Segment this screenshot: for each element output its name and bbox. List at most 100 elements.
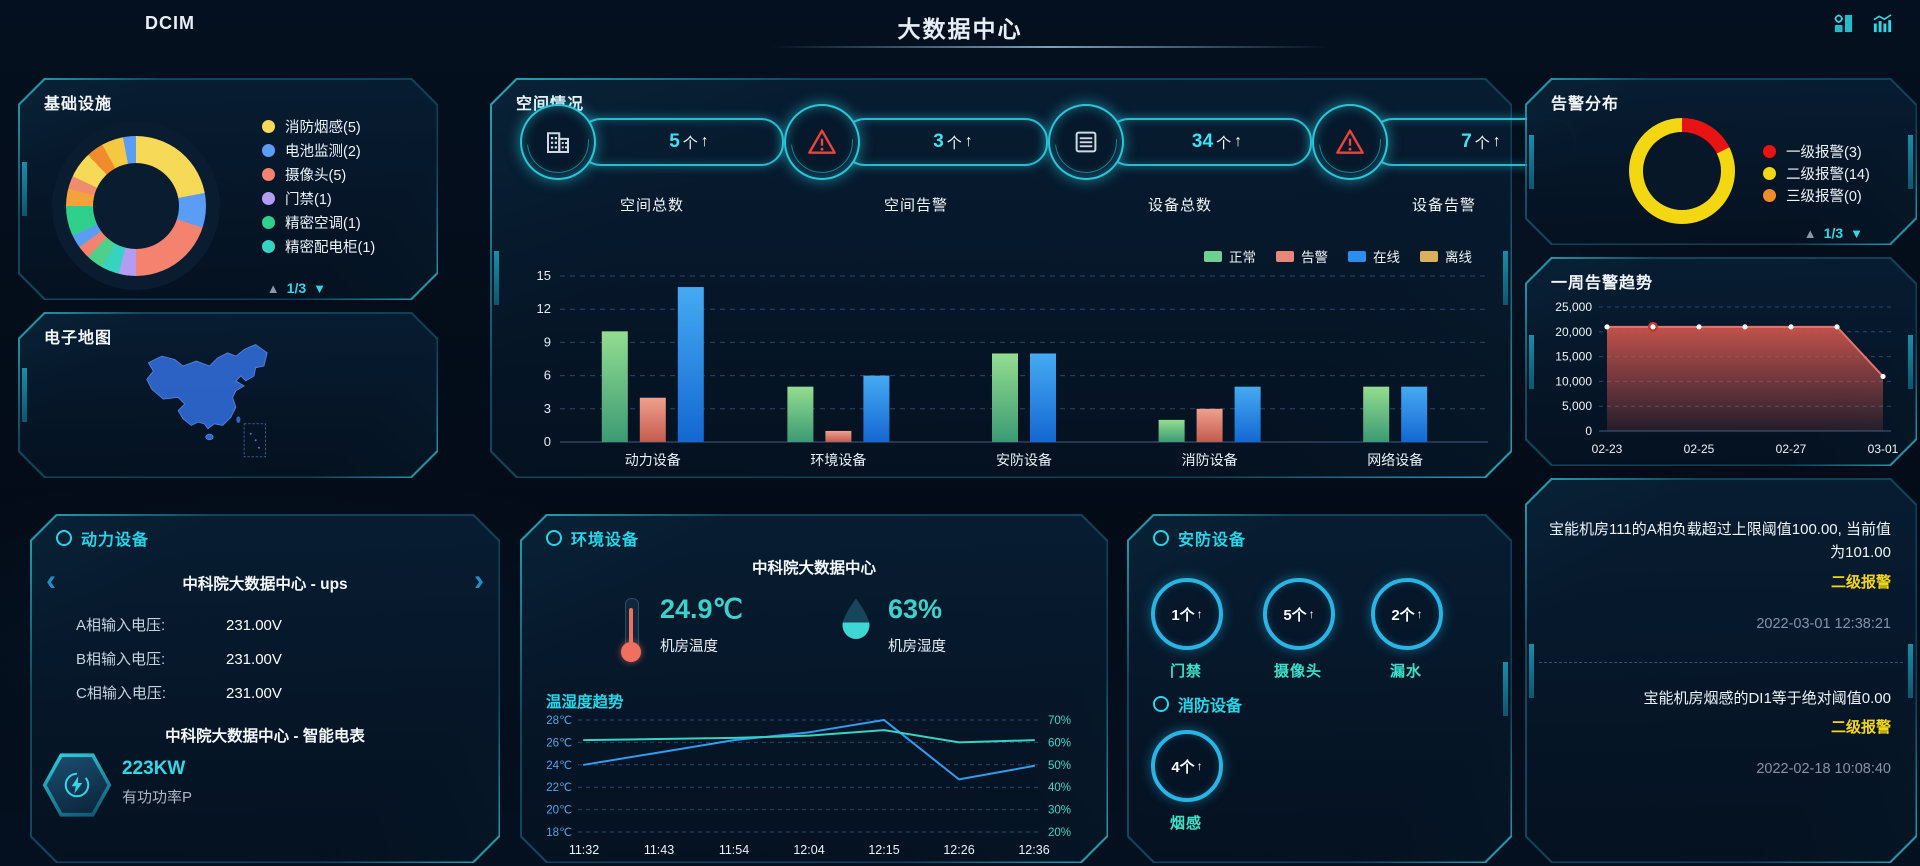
panel-security-fire: 安防设备 1个 ↑ 门禁 5个 ↑ 摄像头 2个 ↑ 漏水 消防设备 4个 ↑ 烟感 — [1127, 514, 1512, 863]
temperature-gauge: 24.9℃ 机房温度 — [616, 596, 743, 662]
water-drop-icon — [842, 598, 870, 639]
active-power-label: 有功功率P — [122, 789, 193, 806]
legend-dot — [262, 191, 275, 205]
alarm-distribution-legend: 一级报警(3) 二级报警(14) 三级报警(0) — [1763, 140, 1870, 206]
legend-item[interactable]: 一级报警(3) — [1763, 140, 1870, 162]
device-name-primary: 中科院大数据中心 - ups — [182, 576, 348, 593]
panel-edge-accent — [1529, 643, 1534, 698]
ring-icon — [56, 530, 72, 546]
china-map[interactable] — [106, 338, 336, 470]
security-title: 安防设备 — [1153, 526, 1246, 550]
svg-text:12:04: 12:04 — [793, 843, 824, 857]
alarm-trend-area-chart: 25,000 20,000 15,000 10,000 5,000 0 02-23 02-25… — [1537, 293, 1905, 466]
svg-text:22℃: 22℃ — [546, 782, 572, 794]
humidity-label: 机房湿度 — [888, 639, 946, 655]
carousel-next-icon[interactable]: › — [474, 564, 484, 597]
svg-text:50%: 50% — [1048, 760, 1071, 772]
alarm-timestamp: 2022-03-01 12:38:21 — [1756, 615, 1891, 632]
alarm-level-badge: 二级报警 — [1830, 718, 1891, 736]
power-hexagon-badge — [42, 753, 112, 817]
metric-row: B相输入电压: 231.00V — [76, 651, 282, 668]
legend-item[interactable]: 告警 — [1276, 246, 1328, 266]
security-stat-label: 门禁 — [1169, 663, 1202, 680]
panel-environment: 环境设备 中科院大数据中心 24.9℃ 机房温度 63% 机房湿度 温湿度趋势 … — [520, 514, 1108, 863]
alarm-message-item[interactable]: 宝能机房烟感的DI1等于绝对阈值0.00 二级报警 2022-02-18 10:… — [1525, 663, 1917, 777]
legend-item[interactable]: 电池监测(2) — [262, 138, 375, 162]
svg-text:15,000: 15,000 — [1555, 350, 1592, 364]
stat-label: 空间告警 — [883, 197, 948, 214]
legend-dot — [262, 143, 275, 157]
svg-text:网络设备: 网络设备 — [1367, 452, 1423, 468]
security-stat-door: 1个 ↑ — [1151, 578, 1223, 650]
panel-power-devices: 动力设备 ‹ › 中科院大数据中心 - ups A相输入电压: 231.00V B… — [30, 514, 500, 863]
humidity-gauge: 63% 机房湿度 — [838, 596, 946, 656]
humidity-value: 63% — [888, 594, 943, 624]
svg-text:40%: 40% — [1048, 782, 1071, 794]
up-arrow-icon: ↑ — [1308, 607, 1315, 621]
page-up-icon[interactable]: ▲ — [266, 280, 280, 296]
svg-text:12: 12 — [537, 301, 551, 316]
panel-edge-accent — [494, 251, 499, 305]
panel-alarm-distribution: 告警分布 一级报警(3) 二级报警(14) 三级报警(0) ▲ 1/3 ▼ — [1525, 78, 1917, 245]
legend-item[interactable]: 离线 — [1420, 246, 1472, 266]
alarm-distribution-donut-chart — [1629, 118, 1735, 224]
svg-text:环境设备: 环境设备 — [810, 452, 866, 468]
panel-edge-accent — [1529, 334, 1534, 389]
page-indicator: 1/3 — [1823, 225, 1844, 241]
svg-text:20℃: 20℃ — [546, 805, 572, 817]
svg-text:24℃: 24℃ — [546, 760, 572, 772]
stat-space-total: 5 个 ↑ 空间总数 — [520, 104, 784, 215]
fire-stat-label: 烟感 — [1169, 815, 1202, 832]
svg-text:03-01: 03-01 — [1868, 442, 1899, 456]
power-title: 动力设备 — [56, 526, 149, 550]
legend-item[interactable]: 二级报警(14) — [1763, 162, 1870, 184]
svg-text:70%: 70% — [1048, 715, 1071, 727]
metric-row: A相输入电压: 231.00V — [76, 617, 282, 634]
legend-item[interactable]: 消防烟感(5) — [262, 114, 375, 138]
legend-dot — [262, 239, 275, 253]
panel-alarm-trend: 一周告警趋势 25,000 20,000 15,000 10,000 5,000 0 02-… — [1525, 257, 1917, 466]
space-stats-row: 5 个 ↑ 空间总数 3 个 ↑ — [520, 104, 1576, 215]
legend-item[interactable]: 在线 — [1348, 246, 1400, 266]
alarm-level-badge: 二级报警 — [1830, 573, 1891, 591]
warning-triangle-icon — [784, 104, 860, 180]
page-down-icon[interactable]: ▼ — [313, 280, 326, 296]
legend-item[interactable]: 精密空调(1) — [262, 210, 375, 234]
temperature-value: 24.9℃ — [660, 594, 743, 624]
svg-text:11:32: 11:32 — [569, 843, 599, 857]
alarm-message-item[interactable]: 宝能机房111的A相负载超过上限阈值100.00, 当前值为101.00 二级报… — [1525, 478, 1917, 632]
brand-logo: DCIM — [145, 13, 195, 33]
svg-text:6: 6 — [544, 368, 551, 383]
statistics-chart-icon[interactable] — [1871, 12, 1894, 35]
legend-item[interactable]: 门禁(1) — [262, 186, 375, 210]
legend-item[interactable]: 三级报警(0) — [1763, 184, 1870, 206]
environment-title: 环境设备 — [546, 526, 639, 550]
svg-text:3: 3 — [544, 401, 551, 416]
warning-triangle-icon — [1312, 104, 1388, 180]
bar-chart-legend: 正常 告警 在线 离线 — [1204, 246, 1472, 266]
page-down-icon[interactable]: ▼ — [1850, 225, 1863, 241]
carousel-prev-icon[interactable]: ‹ — [46, 564, 56, 597]
panel-infrastructure: 基础设施 消防烟感(5) 电池监测(2) 摄像头(5) 门禁(1) 精密空调(1… — [18, 78, 438, 300]
svg-text:12:36: 12:36 — [1018, 843, 1049, 857]
panel-alarm-messages: 宝能机房111的A相负载超过上限阈值100.00, 当前值为101.00 二级报… — [1525, 478, 1917, 863]
panel-edge-accent — [1908, 643, 1913, 698]
up-arrow-icon: ↑ — [1234, 133, 1243, 150]
page-up-icon[interactable]: ▲ — [1803, 225, 1817, 241]
lightning-bolt-icon — [64, 772, 90, 798]
legend-item[interactable]: 摄像头(5) — [262, 162, 375, 186]
legend-dot — [262, 119, 275, 133]
svg-text:60%: 60% — [1048, 737, 1071, 749]
svg-text:消防设备: 消防设备 — [1182, 452, 1238, 468]
up-arrow-icon: ↑ — [1416, 607, 1423, 621]
alarm-message-text: 宝能机房111的A相负载超过上限阈值100.00, 当前值为101.00 — [1548, 521, 1891, 562]
legend-item[interactable]: 正常 — [1204, 246, 1256, 266]
metric-row: C相输入电压: 231.00V — [76, 685, 282, 702]
divider — [1539, 661, 1903, 663]
active-power-value: 223KW — [122, 758, 186, 779]
svg-text:25,000: 25,000 — [1555, 300, 1592, 314]
dashboard-settings-icon[interactable] — [1832, 12, 1855, 35]
legend-item[interactable]: 精密配电柜(1) — [262, 234, 375, 258]
svg-text:02-25: 02-25 — [1684, 442, 1715, 456]
svg-text:30%: 30% — [1048, 805, 1071, 817]
